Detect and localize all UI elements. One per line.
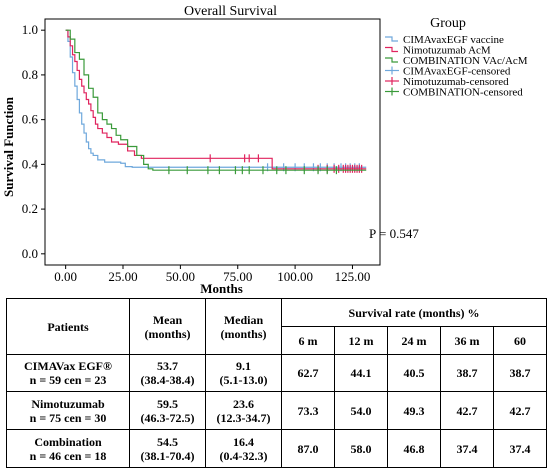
legend-entry-label: Nimotuzumab-censored	[403, 76, 509, 88]
header-median: Median (months)	[205, 298, 282, 355]
header-6m: 6 m	[281, 326, 335, 355]
rate-cell: 73.3	[281, 391, 335, 430]
rate-cell: 87.0	[281, 429, 335, 468]
x-tick-label: 125.00	[335, 269, 371, 284]
header-24m: 24 m	[387, 326, 441, 355]
legend-entry-label: Nimotuzumab AcM	[403, 45, 491, 57]
legend-entry-label: COMBINATION-censored	[403, 87, 523, 99]
rate-cell: 62.7	[281, 354, 335, 392]
patient-cell: Combination n = 46 cen = 18	[6, 429, 130, 468]
survival-statistics-table: Patients Mean (months) Median (months) S…	[6, 298, 548, 468]
mean-cell: 59.5 (46.3-72.5)	[129, 391, 206, 430]
series-line-1	[65, 29, 367, 168]
table-row: CIMAVax EGF® n = 59 cen = 23 53.7 (38.4-38…	[6, 354, 548, 392]
y-axis-label: Survival Function	[1, 96, 16, 197]
header-mean: Mean (months)	[129, 298, 206, 355]
x-tick-label: 0.00	[54, 269, 77, 284]
header-36m: 36 m	[440, 326, 494, 355]
legend-entry-label: COMBINATION VAc/AcM	[403, 55, 528, 67]
y-tick-label: 1.0	[22, 22, 38, 37]
y-tick-label: 0.0	[22, 246, 38, 261]
header-12m: 12 m	[334, 326, 388, 355]
chart-title: Overall Survival	[184, 4, 277, 19]
plot-frame	[44, 18, 381, 266]
header-60m: 60	[492, 326, 548, 355]
rate-cell: 54.0	[334, 391, 388, 430]
legend-entry-label: CIMAvaxEGF-censored	[403, 66, 511, 78]
x-tick-label: 25.00	[108, 269, 137, 284]
rate-cell: 42.7	[440, 391, 494, 430]
rate-cell: 40.5	[387, 354, 441, 392]
y-tick-label: 0.6	[22, 112, 39, 127]
mean-cell: 53.7 (38.4-38.4)	[129, 354, 206, 392]
x-tick-label: 100.00	[277, 269, 313, 284]
rate-cell: 58.0	[334, 429, 388, 468]
rate-cell: 46.8	[387, 429, 441, 468]
legend-entry-label: CIMAvaxEGF vaccine	[403, 34, 504, 46]
survival-chart: 0.00 25.00 50.00 75.00 100.00 125.00 0.0 0.2 0.4…	[1, 4, 528, 296]
table-row: Combination n = 46 cen = 18 54.5 (38.1-70.…	[6, 429, 548, 468]
series-line-2	[65, 29, 367, 170]
rate-cell: 38.7	[492, 354, 548, 392]
header-survival-rate: Survival rate (months) %	[280, 298, 548, 327]
rate-cell: 44.1	[334, 354, 388, 392]
series-line-3	[65, 29, 367, 171]
patient-cell: CIMAVax EGF® n = 59 cen = 23	[6, 354, 130, 392]
y-tick-label: 0.8	[22, 67, 38, 82]
rate-cell: 38.7	[440, 354, 494, 392]
rate-cell: 37.4	[440, 429, 494, 468]
legend-swatch	[385, 46, 398, 53]
y-tick-label: 0.2	[22, 201, 38, 216]
y-tick-label: 0.4	[22, 156, 39, 171]
x-axis-label: Months	[200, 281, 243, 296]
rate-cell: 42.7	[492, 391, 548, 430]
table-row: Nimotuzumab n = 75 cen = 30 59.5 (46.3-72.…	[6, 391, 548, 430]
legend-title: Group	[430, 16, 466, 31]
mean-cell: 54.5 (38.1-70.4)	[129, 429, 206, 468]
x-tick-label: 50.00	[166, 269, 195, 284]
header-patients: Patients	[6, 298, 130, 355]
median-cell: 9.1 (5.1-13.0)	[205, 354, 282, 392]
legend-swatch	[385, 36, 398, 42]
median-cell: 23.6 (12.3-34.7)	[205, 391, 282, 430]
patient-cell: Nimotuzumab n = 75 cen = 30	[6, 391, 130, 430]
p-value-annotation: P = 0.547	[369, 226, 419, 241]
x-tick-label: 75.00	[223, 269, 252, 284]
legend-swatch	[385, 57, 398, 63]
median-cell: 16.4 (0.4-32.3)	[205, 429, 282, 468]
rate-cell: 49.3	[387, 391, 441, 430]
rate-cell: 37.4	[492, 429, 548, 468]
